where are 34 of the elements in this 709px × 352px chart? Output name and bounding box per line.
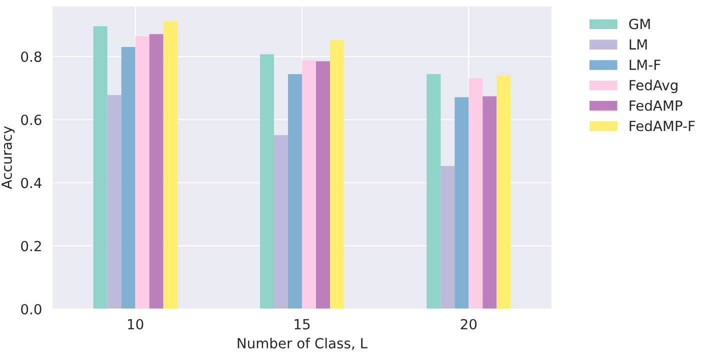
bar bbox=[426, 74, 441, 309]
y-axis-title: Accuracy bbox=[2, 126, 15, 190]
bar bbox=[149, 34, 164, 309]
legend-label: LM bbox=[630, 39, 647, 50]
bar bbox=[163, 21, 178, 309]
y-tick-label: 0.0 bbox=[21, 304, 42, 314]
y-tick-label: 0.2 bbox=[21, 240, 41, 252]
bar bbox=[454, 97, 469, 309]
bar bbox=[107, 95, 122, 309]
bar bbox=[468, 78, 483, 309]
bar bbox=[274, 135, 288, 309]
bar bbox=[260, 54, 274, 309]
y-tick-label: 0.4 bbox=[21, 178, 42, 188]
x-tick-label: 20 bbox=[460, 318, 477, 330]
y-tick-label: 0.8 bbox=[21, 51, 42, 62]
legend-label: FedAMP bbox=[630, 100, 682, 111]
bar bbox=[316, 61, 330, 309]
bar bbox=[330, 40, 344, 309]
x-tick-label: 15 bbox=[294, 319, 310, 330]
x-axis-title: Number of Class, L bbox=[238, 338, 368, 350]
y-tick-label: 0.6 bbox=[21, 114, 42, 126]
bar bbox=[496, 75, 511, 309]
bar bbox=[93, 26, 108, 309]
bar bbox=[135, 36, 150, 309]
x-tick-label: 10 bbox=[128, 318, 144, 330]
legend-label: LM-F bbox=[630, 60, 660, 70]
bar bbox=[482, 96, 497, 309]
legend-label: GM bbox=[629, 18, 650, 30]
legend-label: FedAMP-F bbox=[630, 120, 695, 132]
bar bbox=[121, 47, 136, 309]
bar bbox=[288, 74, 302, 309]
legend-label: FedAvg bbox=[630, 80, 678, 94]
bar bbox=[440, 166, 455, 309]
bar bbox=[302, 60, 316, 309]
